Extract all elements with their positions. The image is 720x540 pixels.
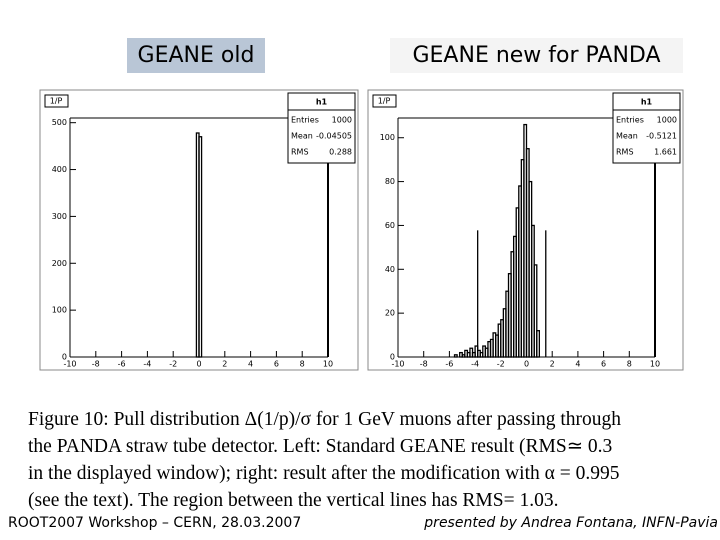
- corner-label: 1/P: [50, 97, 63, 106]
- y-tick-label: 300: [52, 212, 67, 221]
- stats-value: 1000: [657, 116, 677, 125]
- stats-value: 1.661: [654, 148, 677, 157]
- panel-label: GEANE old: [127, 38, 265, 73]
- x-tick-label: -2: [497, 360, 505, 369]
- x-tick-label: 6: [601, 360, 606, 369]
- stats-label: Mean: [616, 132, 638, 141]
- x-tick-label: 10: [323, 360, 333, 369]
- x-tick-label: 0: [524, 360, 529, 369]
- x-tick-label: -4: [143, 360, 151, 369]
- x-tick-label: -8: [92, 360, 100, 369]
- x-tick-label: 4: [248, 360, 253, 369]
- caption: Figure 10: Pull distribution Δ(1/p)/σ fo…: [28, 406, 621, 514]
- caption-line: Figure 10: Pull distribution Δ(1/p)/σ fo…: [28, 409, 622, 430]
- y-tick-label: 0: [390, 353, 395, 362]
- stats-value: -0.04505: [316, 132, 352, 141]
- footer: presented by Andrea Fontana, INFN-Pavia: [424, 515, 718, 531]
- x-tick-label: -4: [471, 360, 479, 369]
- stats-value: 0.288: [329, 148, 352, 157]
- stats-label: RMS: [291, 148, 309, 157]
- stats-title: h1: [641, 98, 653, 107]
- caption-line: the PANDA straw tube detector. Left: Sta…: [28, 436, 613, 457]
- x-tick-label: 0: [196, 360, 201, 369]
- stats-title: h1: [316, 98, 328, 107]
- x-tick-label: 6: [274, 360, 279, 369]
- y-tick-label: 60: [385, 221, 395, 230]
- stats-value: -0.5121: [646, 132, 677, 141]
- bar: [533, 264, 538, 358]
- x-tick-label: 2: [222, 360, 227, 369]
- x-tick-label: 2: [550, 360, 555, 369]
- x-tick-label: -6: [445, 360, 453, 369]
- y-tick-label: 0: [62, 353, 67, 362]
- stats-box: [612, 92, 681, 164]
- x-tick-label: -2: [169, 360, 177, 369]
- caption-line: (see the text). The region between the v…: [28, 490, 559, 511]
- y-tick-label: 200: [52, 259, 67, 268]
- y-tick-label: 400: [52, 165, 67, 174]
- x-tick-label: 8: [300, 360, 305, 369]
- y-tick-label: 100: [52, 306, 67, 315]
- stats-label: RMS: [616, 148, 634, 157]
- x-tick-label: 10: [650, 360, 660, 369]
- x-tick-label: 8: [627, 360, 632, 369]
- y-tick-label: 80: [385, 177, 395, 186]
- x-tick-label: -10: [63, 360, 76, 369]
- corner-box: [44, 94, 69, 108]
- bar: [536, 330, 541, 358]
- caption-line: in the displayed window); right: result …: [28, 463, 620, 484]
- panel-label: GEANE new for PANDA: [390, 38, 683, 73]
- x-tick-label: -8: [420, 360, 428, 369]
- x-tick-label: -6: [118, 360, 126, 369]
- stats-label: Entries: [616, 116, 644, 125]
- bar: [198, 136, 203, 358]
- stats-value: 1000: [332, 116, 352, 125]
- x-tick-label: -10: [391, 360, 404, 369]
- y-tick-label: 20: [385, 309, 395, 318]
- y-tick-label: 100: [380, 133, 395, 142]
- stats-box: [287, 92, 356, 164]
- footer: ROOT2007 Workshop – CERN, 28.03.2007: [8, 515, 302, 531]
- bar: [453, 354, 458, 358]
- stats-label: Mean: [291, 132, 313, 141]
- corner-label: 1/P: [378, 97, 391, 106]
- y-tick-label: 40: [385, 265, 395, 274]
- corner-box: [372, 94, 397, 108]
- x-tick-label: 4: [575, 360, 580, 369]
- y-tick-label: 500: [52, 118, 67, 127]
- stats-label: Entries: [291, 116, 319, 125]
